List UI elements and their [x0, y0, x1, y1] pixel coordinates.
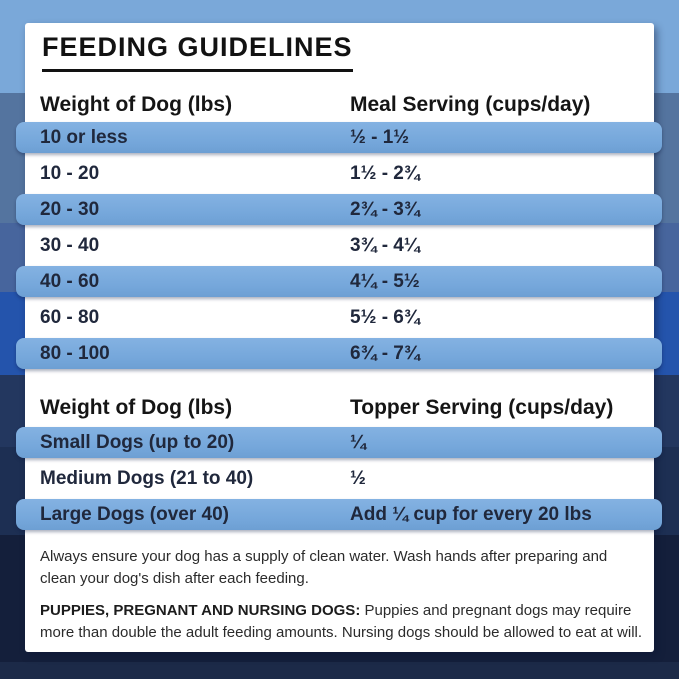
- weight-value: 20 - 30: [40, 199, 100, 220]
- serving-value: ½ - 1½: [350, 127, 410, 148]
- weight-value: 30 - 40: [40, 235, 100, 256]
- table-row: 80 - 100 6¾ - 7¾: [16, 338, 662, 369]
- serving-value: 5½ - 6¾: [350, 307, 420, 328]
- weight-value: Medium Dogs (21 to 40): [40, 468, 254, 489]
- topper-serving-column-header: Topper Serving (cups/day): [350, 396, 614, 419]
- table-row: Large Dogs (over 40) Add ¼ cup for every…: [16, 499, 662, 530]
- serving-value: ½: [350, 468, 366, 489]
- meal-weight-column-header: Weight of Dog (lbs): [40, 93, 233, 116]
- water-note: Always ensure your dog has a supply of c…: [40, 548, 608, 587]
- puppies-note-label: PUPPIES, PREGNANT AND NURSING DOGS:: [40, 602, 361, 619]
- table-row: 10 or less ½ - 1½: [16, 122, 662, 153]
- topper-weight-column-header: Weight of Dog (lbs): [40, 396, 233, 419]
- weight-value: 80 - 100: [40, 343, 110, 364]
- table-row: Medium Dogs (21 to 40) ½: [16, 463, 662, 494]
- table-row: 60 - 80 5½ - 6¾: [16, 302, 662, 333]
- table-row: 40 - 60 4¼ - 5½: [16, 266, 662, 297]
- weight-value: 40 - 60: [40, 271, 100, 292]
- serving-value: 6¾ - 7¾: [350, 343, 420, 364]
- meal-serving-column-header: Meal Serving (cups/day): [350, 93, 591, 116]
- table-row: Small Dogs (up to 20) ¼: [16, 427, 662, 458]
- serving-value: 3¾ - 4¼: [350, 235, 420, 256]
- serving-value: Add ¼ cup for every 20 lbs: [350, 504, 592, 525]
- weight-value: Small Dogs (up to 20): [40, 432, 235, 453]
- serving-value: 1½ - 2¾: [350, 163, 420, 184]
- serving-value: 2¾ - 3¾: [350, 199, 420, 220]
- table-row: 30 - 40 3¾ - 4¼: [16, 230, 662, 261]
- topper-table-header: Weight of Dog (lbs) Topper Serving (cups…: [0, 396, 679, 420]
- table-row: 10 - 20 1½ - 2¾: [16, 158, 662, 189]
- meal-table-header: Weight of Dog (lbs) Meal Serving (cups/d…: [0, 93, 679, 117]
- serving-value: 4¼ - 5½: [350, 271, 420, 292]
- weight-value: 60 - 80: [40, 307, 100, 328]
- page-title: FEEDING GUIDELINES: [42, 33, 353, 73]
- table-row: 20 - 30 2¾ - 3¾: [16, 194, 662, 225]
- puppies-note: PUPPIES, PREGNANT AND NURSING DOGS: Pupp…: [40, 600, 644, 644]
- weight-value: 10 - 20: [40, 163, 100, 184]
- puppies-note-text: Puppies and pregnant dogs may require mo…: [40, 602, 643, 641]
- weight-value: 10 or less: [40, 127, 128, 148]
- serving-value: ¼: [350, 432, 366, 453]
- background-stripe-navy-4: [0, 662, 679, 679]
- weight-value: Large Dogs (over 40): [40, 504, 229, 525]
